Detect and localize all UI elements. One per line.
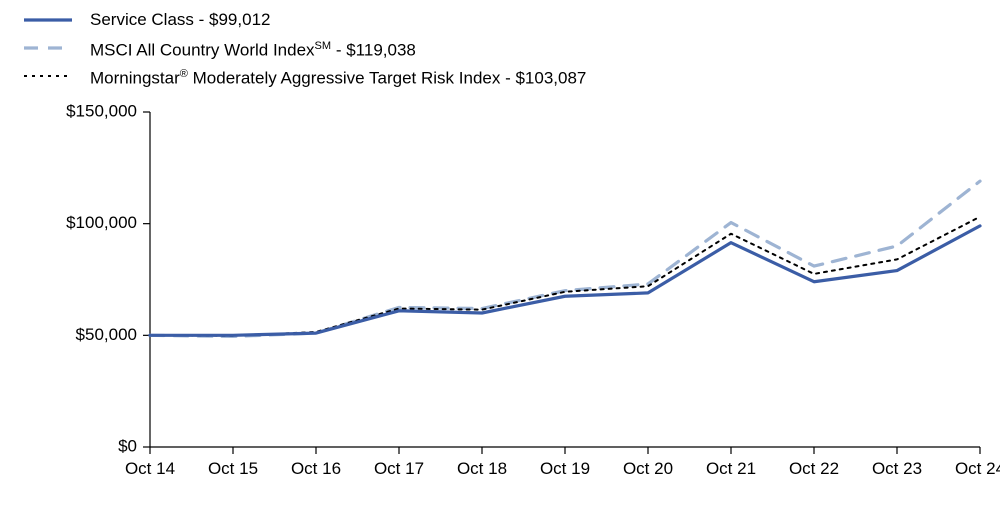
legend-label-msci: MSCI All Country World IndexSM - $119,03… <box>90 36 416 61</box>
y-tick-label: $50,000 <box>76 325 137 344</box>
x-tick-label: Oct 20 <box>623 459 673 478</box>
legend-swatch-msci <box>24 38 72 58</box>
legend-item-morningstar: Morningstar® Moderately Aggressive Targe… <box>24 64 586 88</box>
legend-item-service: Service Class - $99,012 <box>24 8 586 32</box>
legend-swatch-morningstar <box>24 66 72 86</box>
y-tick-label: $150,000 <box>66 101 137 120</box>
y-tick-label: $100,000 <box>66 213 137 232</box>
x-tick-label: Oct 23 <box>872 459 922 478</box>
page-root: Service Class - $99,012 MSCI All Country … <box>0 0 1000 523</box>
x-tick-label: Oct 21 <box>706 459 756 478</box>
x-tick-label: Oct 24 <box>955 459 1000 478</box>
legend-swatch-service <box>24 10 72 30</box>
x-tick-label: Oct 17 <box>374 459 424 478</box>
x-tick-label: Oct 14 <box>125 459 175 478</box>
legend-item-msci: MSCI All Country World IndexSM - $119,03… <box>24 36 586 60</box>
x-tick-label: Oct 22 <box>789 459 839 478</box>
legend-label-service: Service Class - $99,012 <box>90 10 270 30</box>
x-tick-label: Oct 15 <box>208 459 258 478</box>
growth-chart: $0 $50,000 $100,000 $150,000 Oct 14 Oct 15 Oct… <box>0 92 1000 512</box>
legend-label-morningstar: Morningstar® Moderately Aggressive Targe… <box>90 64 586 89</box>
x-tick-label: Oct 18 <box>457 459 507 478</box>
chart-svg: $0 $50,000 $100,000 $150,000 Oct 14 Oct 15 Oct… <box>0 92 1000 512</box>
legend: Service Class - $99,012 MSCI All Country … <box>24 8 586 92</box>
x-tick-label: Oct 16 <box>291 459 341 478</box>
x-tick-label: Oct 19 <box>540 459 590 478</box>
y-tick-label: $0 <box>118 436 137 455</box>
